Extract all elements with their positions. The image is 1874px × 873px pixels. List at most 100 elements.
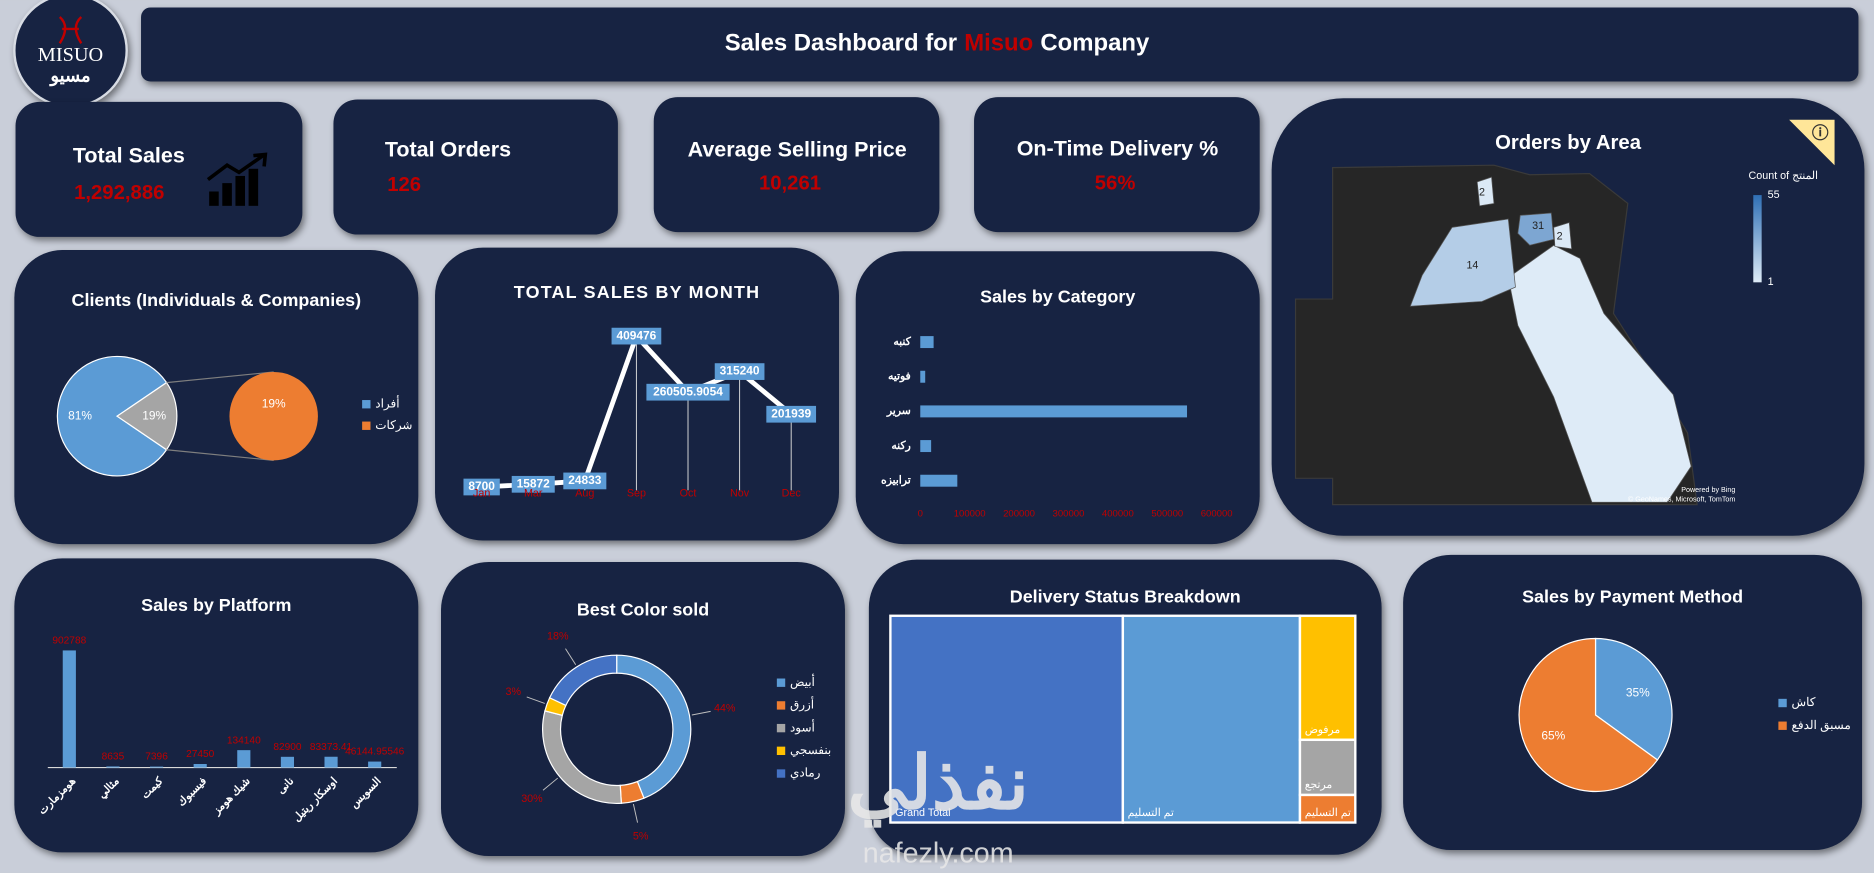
leader-line — [565, 648, 577, 665]
bar — [920, 370, 926, 383]
leader-line — [691, 710, 711, 716]
x-tick-label: Sep — [627, 488, 646, 500]
chart-title: Sales by Category — [980, 287, 1135, 307]
tile-label: مرفوض — [1305, 724, 1341, 736]
bar — [237, 750, 251, 768]
scale-label: 55 — [1768, 189, 1780, 201]
pie-slice — [56, 355, 168, 477]
x-tick-label: Oct — [680, 488, 697, 500]
kpi-card — [333, 99, 618, 235]
x-tick-label: Jan — [473, 488, 490, 500]
secondary-pie — [229, 371, 318, 461]
x-tick-label: 500000 — [1151, 509, 1183, 520]
pie-label: 19% — [142, 408, 166, 422]
kpi-card — [653, 97, 940, 233]
treemap-tile — [1121, 614, 1302, 824]
donut-label: 3% — [505, 686, 521, 698]
logo-monogram — [58, 16, 83, 44]
map-region — [1517, 212, 1555, 246]
legend-swatch — [1778, 721, 1787, 730]
pie-slice — [116, 381, 178, 451]
data-label-box — [646, 383, 730, 401]
dashboard-title: Sales Dashboard for Misuo Company — [725, 30, 1150, 57]
legend-label: كاش — [1792, 695, 1816, 709]
kpi-label: On-Time Delivery % — [1017, 136, 1219, 160]
x-tick-label: Aug — [575, 488, 594, 500]
info-icon-glyph: ⓘ — [1812, 123, 1829, 143]
y-tick-label: ترابيزه — [881, 475, 911, 487]
legend-title: Count of المنتج — [1749, 170, 1819, 182]
legend-label: أزرق — [790, 697, 814, 712]
logo-latin: MISUO — [38, 44, 103, 66]
legend-swatch — [776, 746, 786, 756]
connector — [166, 371, 274, 384]
watermark-arabic: نفذلي — [848, 742, 1029, 829]
data-label: 902788 — [52, 636, 86, 647]
donut-label: 5% — [633, 830, 649, 842]
data-label-box — [766, 405, 817, 423]
data-label: 260505.9054 — [653, 384, 723, 398]
kpi-value: 1,292,886 — [74, 182, 164, 204]
trend-icon-bar — [222, 183, 232, 206]
data-label: 409476 — [616, 328, 656, 342]
treemap-tile — [1298, 614, 1357, 742]
chart-panel — [441, 561, 845, 856]
y-tick-label: كنبه — [893, 336, 911, 348]
data-label: 8635 — [102, 752, 125, 763]
data-label: 315240 — [720, 364, 760, 378]
data-label-box — [563, 472, 607, 490]
x-tick-label: 400000 — [1102, 509, 1134, 520]
donut-label: 30% — [521, 793, 543, 805]
pie-label: 81% — [68, 408, 92, 422]
legend-swatch — [776, 769, 786, 778]
data-label: 201939 — [771, 406, 811, 420]
trend-icon-bar — [209, 191, 219, 206]
trend-icon-bar — [235, 175, 246, 206]
legend-label: مسبق الدفع — [1792, 718, 1851, 732]
pie-slice — [1518, 637, 1659, 793]
legend-swatch — [776, 678, 786, 687]
kpi-label: Average Selling Price — [688, 138, 907, 162]
bar — [280, 756, 295, 768]
data-label: 15872 — [517, 476, 551, 490]
legend-swatch — [362, 421, 371, 430]
data-label: 27450 — [186, 749, 215, 760]
x-tick-label: 600000 — [1201, 509, 1233, 520]
x-tick-label: 100000 — [954, 509, 986, 520]
map-region — [1409, 218, 1516, 307]
trend-icon-bar — [248, 168, 259, 206]
legend-swatch — [776, 723, 786, 733]
donut-label: 18% — [547, 630, 569, 642]
title-highlight: Misuo — [964, 30, 1033, 57]
y-tick-label: سرير — [886, 405, 911, 417]
chart-panel — [435, 247, 839, 541]
data-label: 46144.95546 — [345, 747, 405, 758]
donut-label: 44% — [714, 703, 736, 715]
data-label: 82900 — [273, 742, 302, 753]
tile-label: مرتجع — [1305, 779, 1333, 791]
x-tick-label: Nov — [730, 488, 750, 500]
pie-slice — [1594, 637, 1673, 761]
x-tick-label: 0 — [918, 509, 923, 520]
donut-slice — [548, 654, 618, 707]
region-label: 14 — [1466, 259, 1478, 271]
data-label-box — [511, 475, 555, 493]
trend-icon-arrow — [206, 152, 268, 181]
legend-label: رمادي — [790, 766, 821, 780]
tile-label: Grand Total — [895, 807, 950, 819]
chart-title: Best Color sold — [577, 600, 709, 620]
x-tick-label: 200000 — [1003, 509, 1035, 520]
data-label: 8700 — [468, 479, 495, 493]
pie-label: 65% — [1541, 729, 1565, 743]
scale-label: 1 — [1768, 276, 1774, 288]
data-label: 24833 — [568, 473, 602, 487]
info-icon — [1789, 119, 1835, 166]
color-scale — [1753, 195, 1762, 283]
kpi-value: 10,261 — [759, 173, 821, 195]
pie-label: 35% — [1626, 686, 1650, 700]
kpi-card — [974, 97, 1260, 233]
bar — [920, 440, 932, 453]
treemap-tile — [1298, 793, 1357, 824]
x-tick-label: 300000 — [1053, 509, 1085, 520]
map-attribution: Powered by Bing — [1681, 486, 1735, 494]
